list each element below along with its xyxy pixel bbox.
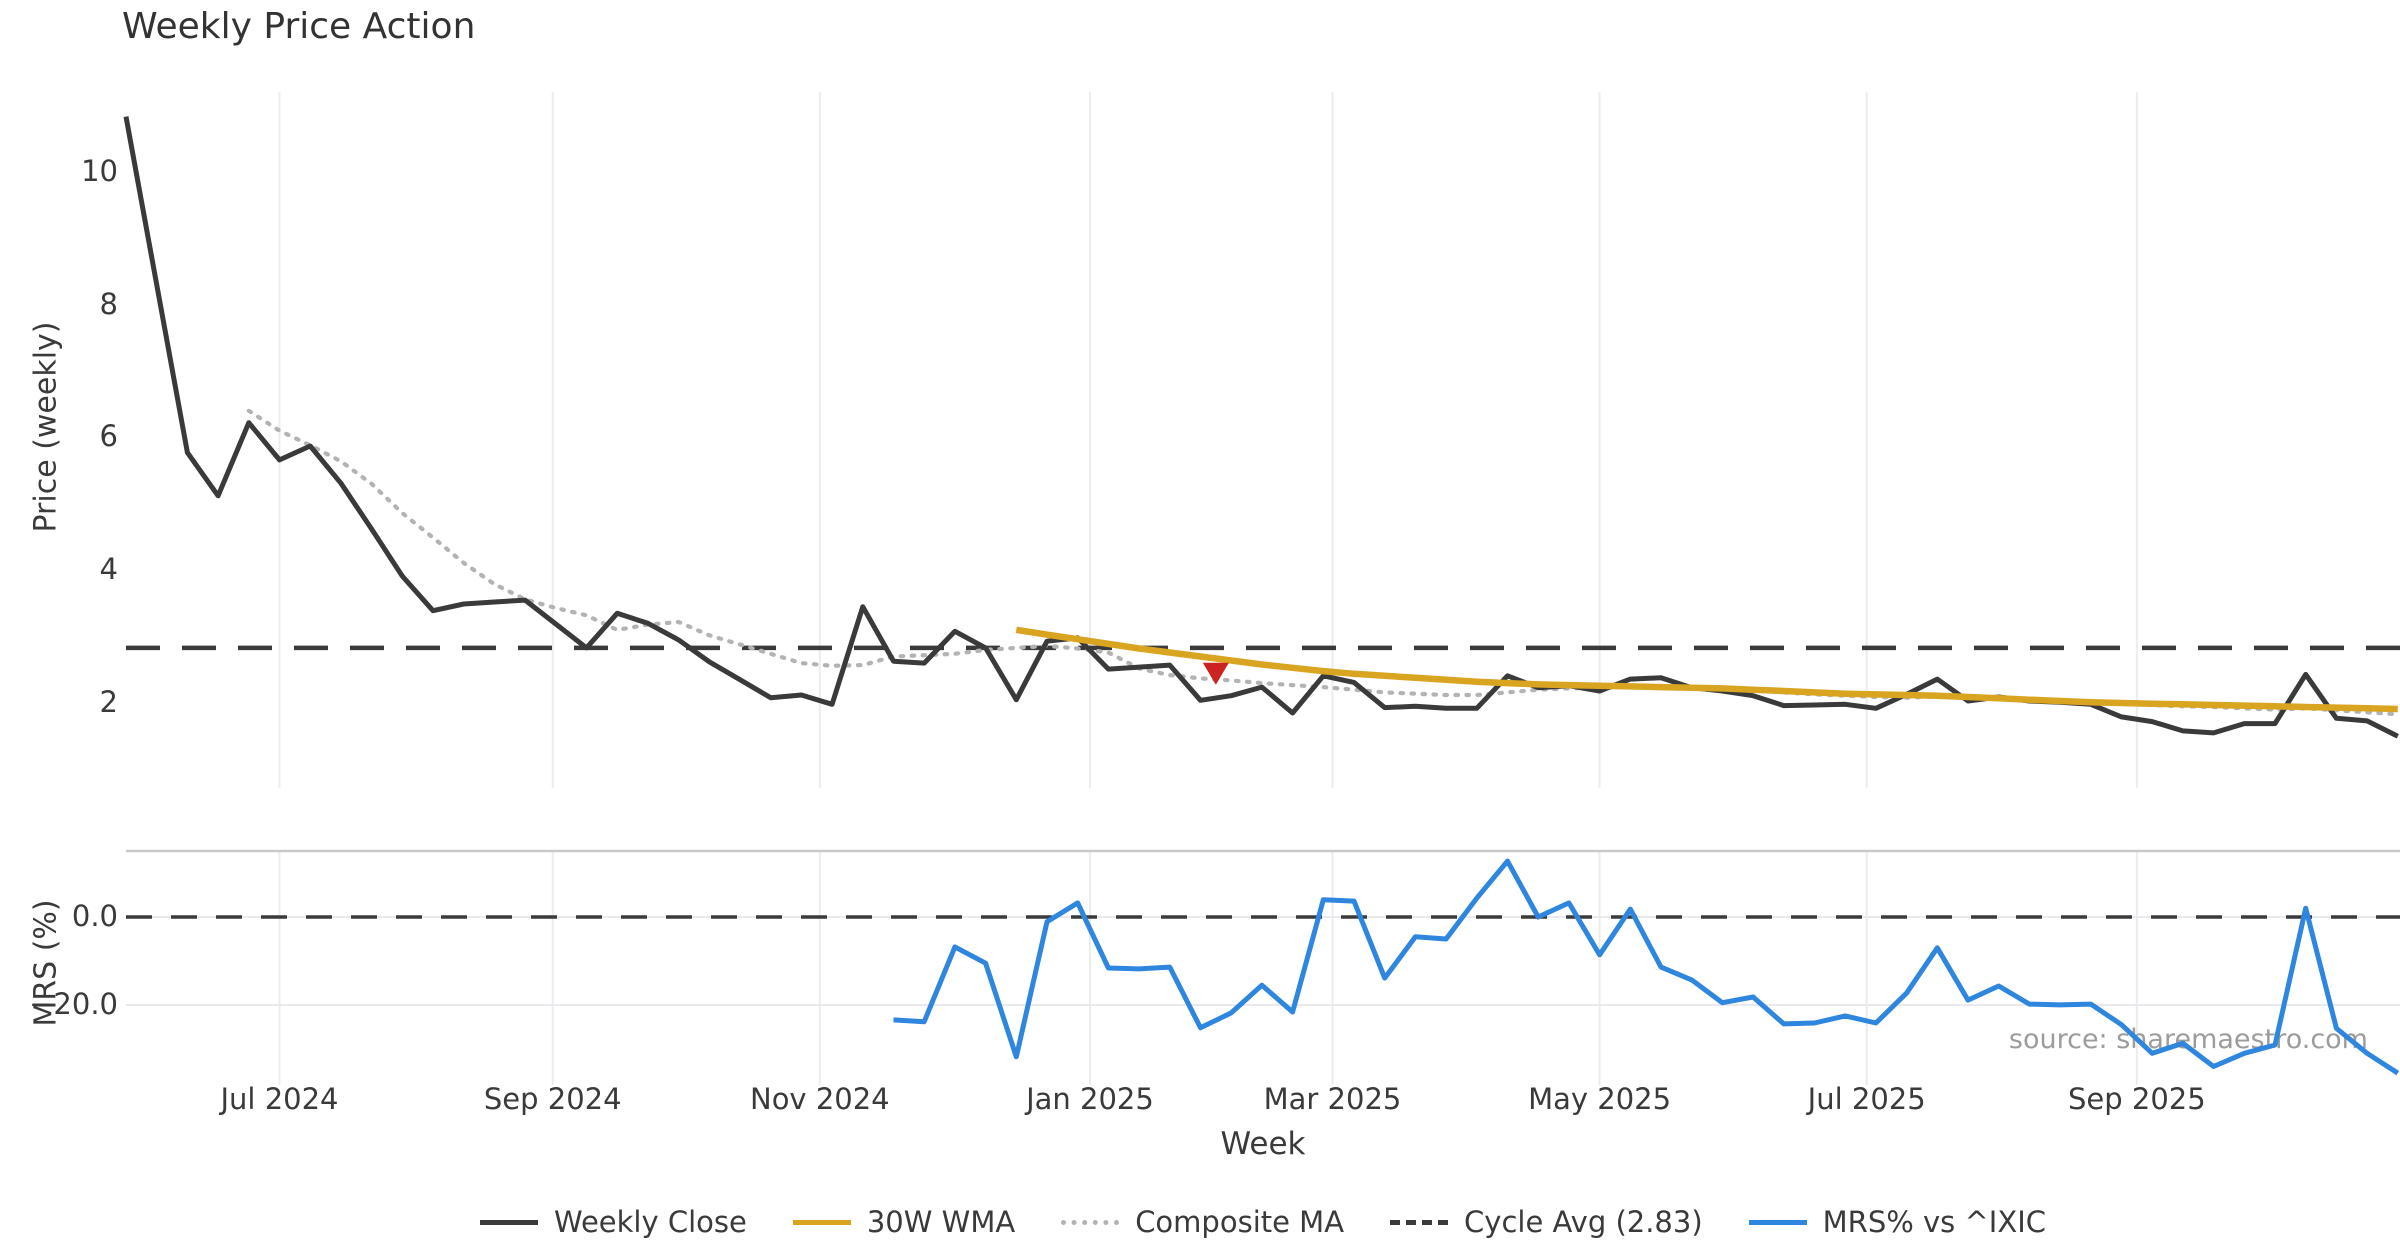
mrs-ytick-neg20: −20.0 [29,986,118,1021]
legend-label: Composite MA [1135,1205,1345,1239]
legend-label: Weekly Close [553,1205,747,1239]
legend-item-weekly-close: Weekly Close [479,1205,747,1239]
gridline-layer [126,92,2400,1085]
xtick-mar-2025: Mar 2025 [1263,1082,1402,1116]
series-30w-wma-line [1015,626,2398,713]
price-ytick-6: 6 [99,419,118,454]
mrs-ytick-0: 0.0 [71,898,118,933]
xtick-jul-2024: Jul 2024 [220,1082,339,1116]
xtick-jul-2025: Jul 2025 [1807,1082,1926,1116]
series-layer [123,116,2400,1076]
price-ytick-10: 10 [81,153,118,188]
legend-label: MRS% vs ^IXIC [1822,1205,2047,1239]
xtick-sep-2025: Sep 2025 [2068,1082,2206,1116]
cycle-avg-dashed-swatch-icon [1390,1219,1449,1225]
xtick-nov-2024: Nov 2024 [750,1082,890,1116]
xtick-jan-2025: Jan 2025 [1026,1082,1154,1116]
weekly-close-line-swatch-icon [479,1219,538,1225]
series-mrs-vs-ixic-line [893,858,2400,1076]
x-axis-label: Week [1220,1126,1306,1162]
xtick-may-2025: May 2025 [1528,1082,1672,1116]
xtick-sep-2024: Sep 2024 [483,1082,622,1116]
legend-item-composite-ma: Composite MA [1061,1205,1344,1239]
chart-title: Weekly Price Action [122,6,476,47]
price-ytick-2: 2 [99,684,118,719]
legend-item-mrs: MRS% vs ^IXIC [1748,1205,2047,1239]
mrs-line-swatch-icon [1748,1219,1807,1225]
legend-item-cycle-avg: Cycle Avg (2.83) [1390,1205,1703,1239]
price-ytick-4: 4 [99,552,118,587]
legend-label: 30W WMA [866,1205,1016,1239]
price-ytick-8: 8 [99,286,118,321]
legend: Weekly Close 30W WMA Composite MA Cycle … [126,1205,2400,1239]
wma-line-swatch-icon [792,1219,851,1225]
series-weekly-close-line [123,116,2399,739]
legend-item-30w-wma: 30W WMA [792,1205,1016,1239]
composite-ma-dotted-swatch-icon [1061,1219,1120,1225]
sell-signal-marker-icon [1202,662,1229,685]
legend-label: Cycle Avg (2.83) [1464,1205,1703,1239]
